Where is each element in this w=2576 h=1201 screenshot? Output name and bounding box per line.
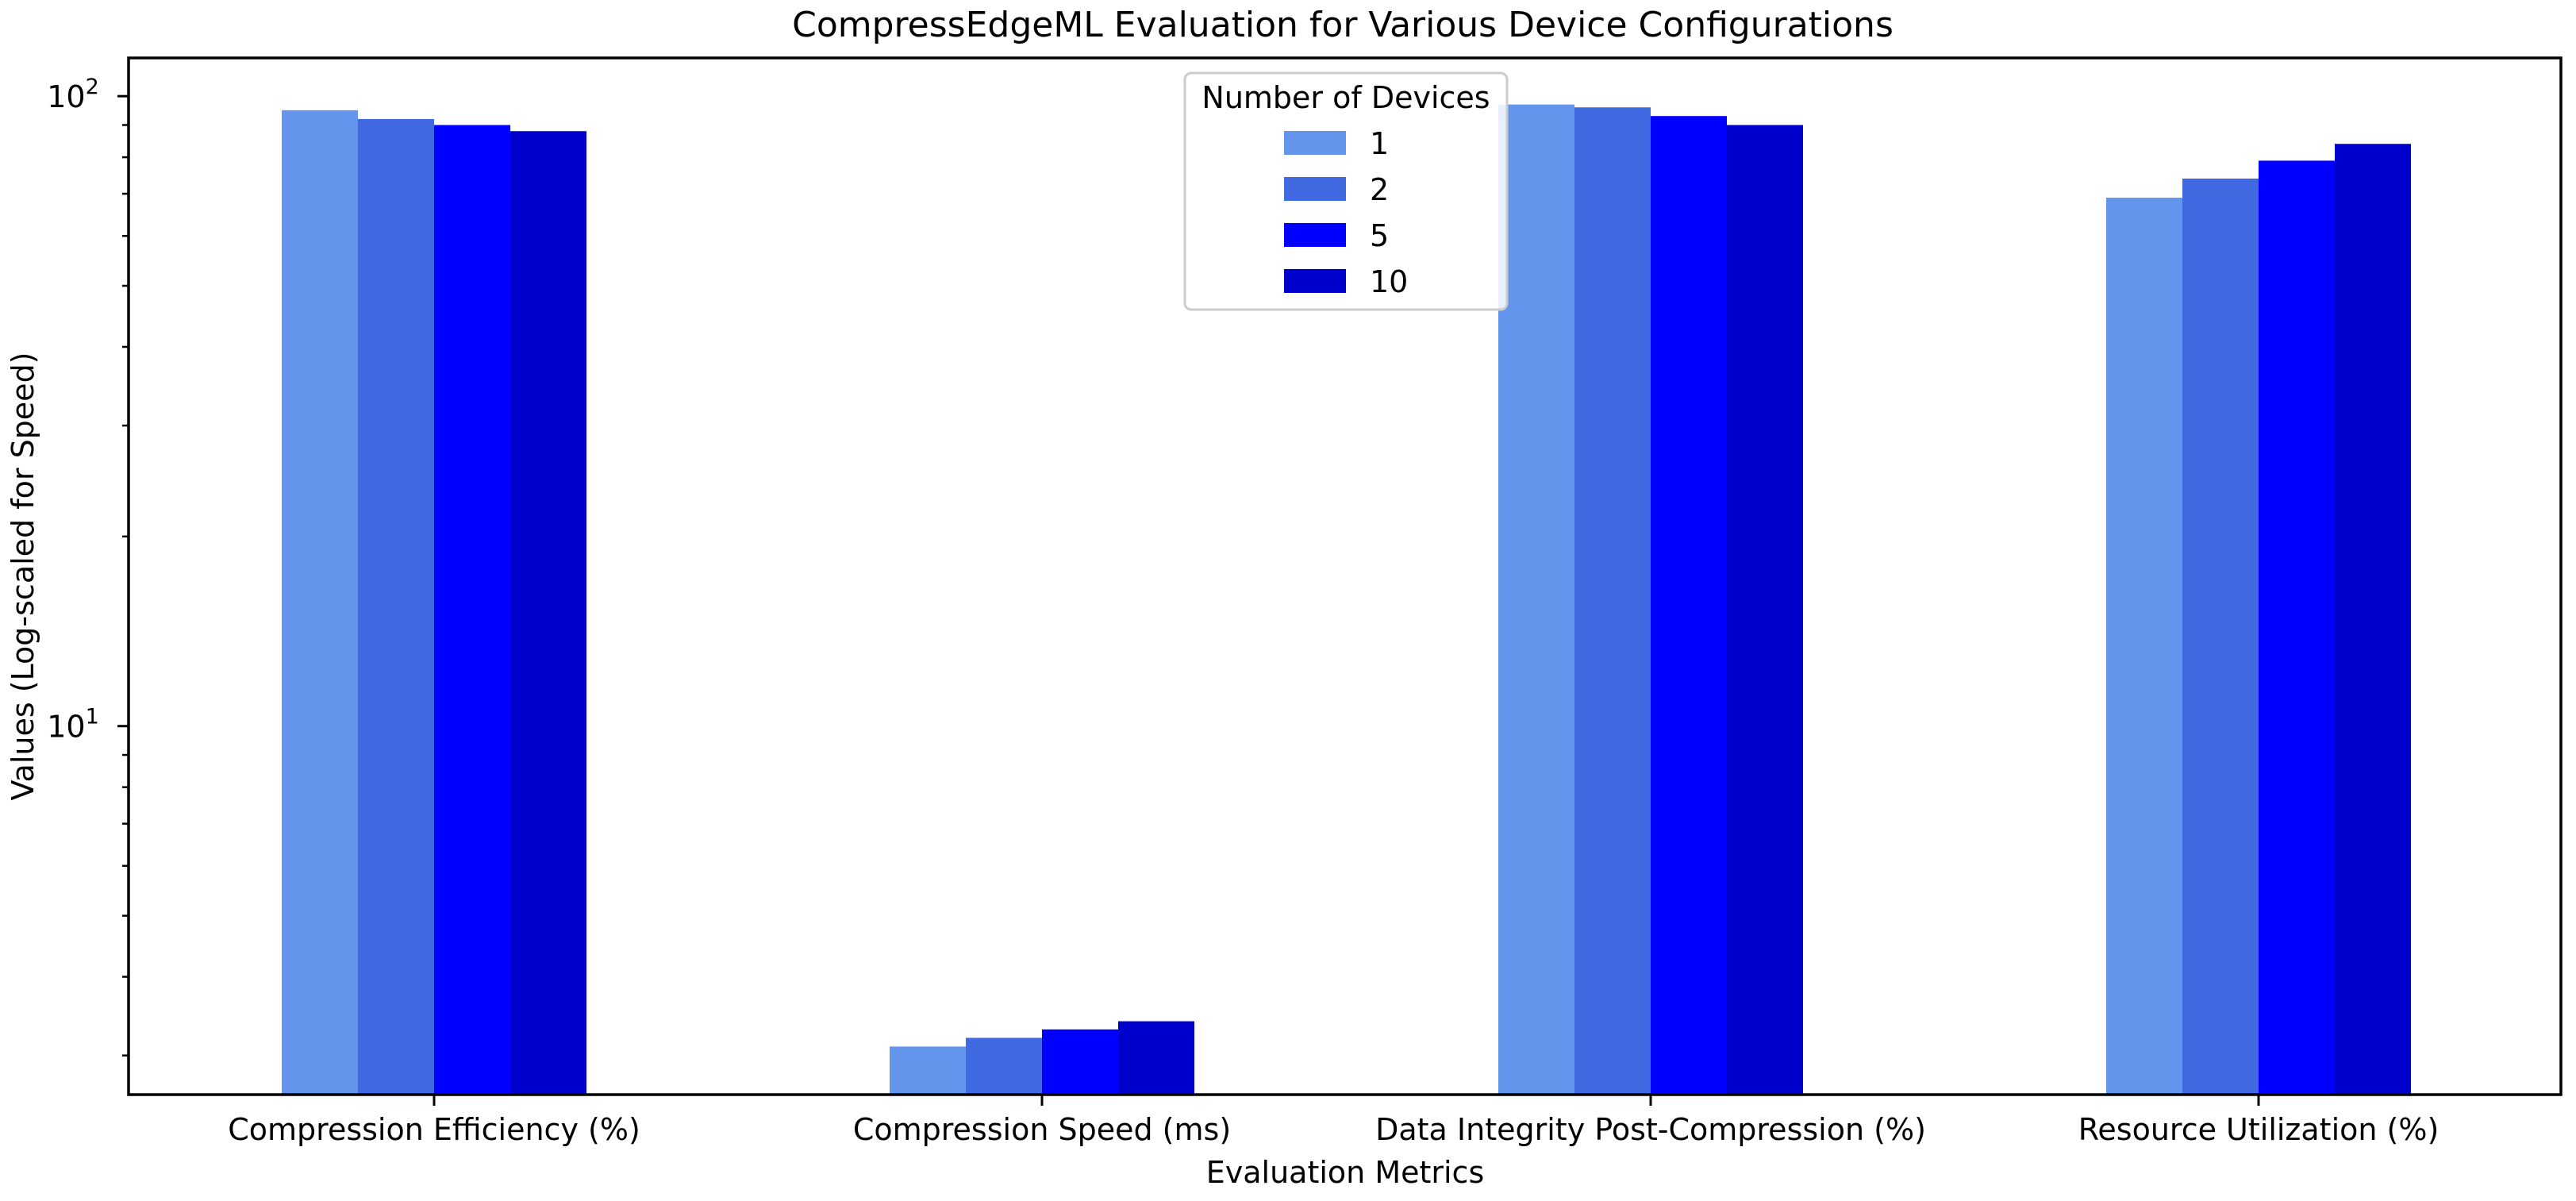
bar [358,118,434,1095]
y-tick-label: 102 [47,75,99,114]
bar [2335,144,2411,1095]
legend-swatch [1284,223,1346,247]
bar [282,110,358,1095]
x-tick-label: Compression Efficiency (%) [228,1112,640,1147]
bar [2259,160,2335,1095]
x-tick-label: Compression Speed (ms) [853,1112,1231,1147]
bar [2182,178,2259,1095]
legend-label: 10 [1370,264,1408,299]
x-axis-label: Evaluation Metrics [1206,1155,1485,1190]
legend-swatch [1284,131,1346,155]
y-tick-label: 101 [47,705,99,745]
plot-frame [127,56,2563,1096]
bar [1574,107,1651,1095]
legend-label: 1 [1370,126,1389,161]
y-axis-label: Values (Log-scaled for Speed) [6,352,40,800]
x-tick-label: Data Integrity Post-Compression (%) [1375,1112,1926,1147]
chart-title: CompressEdgeML Evaluation for Various De… [792,5,1894,45]
bar [1042,1029,1118,1095]
bar [1651,116,1727,1095]
bar [1118,1021,1194,1095]
x-tick-label: Resource Utilization (%) [2078,1112,2440,1147]
legend-swatch [1284,177,1346,201]
bar [2106,198,2182,1095]
bars-layer [282,104,2411,1095]
legend-label: 5 [1370,218,1389,253]
bar [1727,125,1803,1095]
x-axis-ticks: Compression Efficiency (%) Compression Sp… [228,1095,2439,1147]
legend-entries: 1 2 5 10 [1284,126,1408,299]
legend-swatch [1284,269,1346,293]
y-axis-ticks: 101 102 [47,75,129,1057]
bar [1498,104,1574,1095]
bar [966,1037,1042,1095]
bar [890,1046,966,1095]
legend: Number of Devices 1 2 5 10 [1183,71,1509,311]
legend-title: Number of Devices [1201,80,1490,115]
bar [434,125,510,1095]
legend-label: 2 [1370,172,1389,207]
bar [510,131,586,1095]
